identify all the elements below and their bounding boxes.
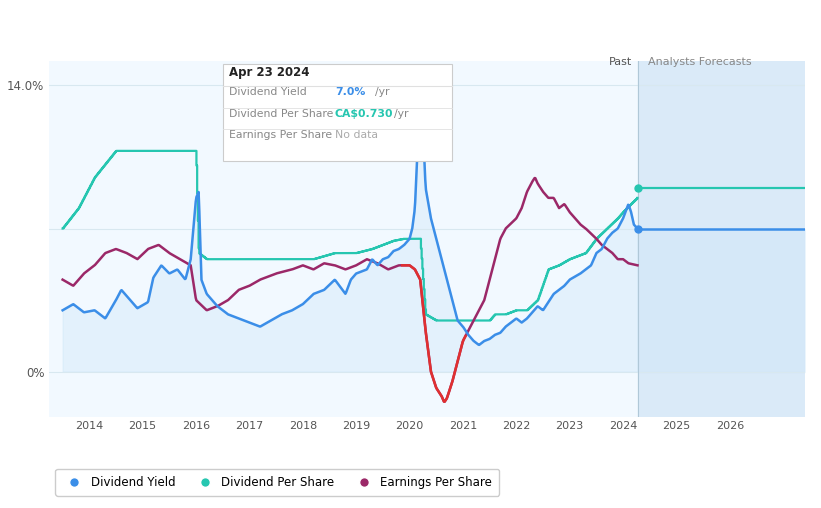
- Legend: Dividend Yield, Dividend Per Share, Earnings Per Share: Dividend Yield, Dividend Per Share, Earn…: [55, 469, 499, 496]
- Text: /yr: /yr: [375, 87, 389, 97]
- Text: Analysts Forecasts: Analysts Forecasts: [648, 57, 752, 67]
- Text: Earnings Per Share: Earnings Per Share: [229, 130, 333, 140]
- Text: Dividend Per Share: Dividend Per Share: [229, 109, 333, 118]
- Text: CA$0.730: CA$0.730: [335, 109, 393, 118]
- Text: Past: Past: [609, 57, 632, 67]
- Text: /yr: /yr: [393, 109, 408, 118]
- Text: Dividend Yield: Dividend Yield: [229, 87, 307, 97]
- FancyBboxPatch shape: [222, 64, 452, 161]
- Bar: [637, 61, 805, 417]
- Text: No data: No data: [335, 130, 378, 140]
- Text: 7.0%: 7.0%: [335, 87, 365, 97]
- Text: Apr 23 2024: Apr 23 2024: [229, 67, 310, 79]
